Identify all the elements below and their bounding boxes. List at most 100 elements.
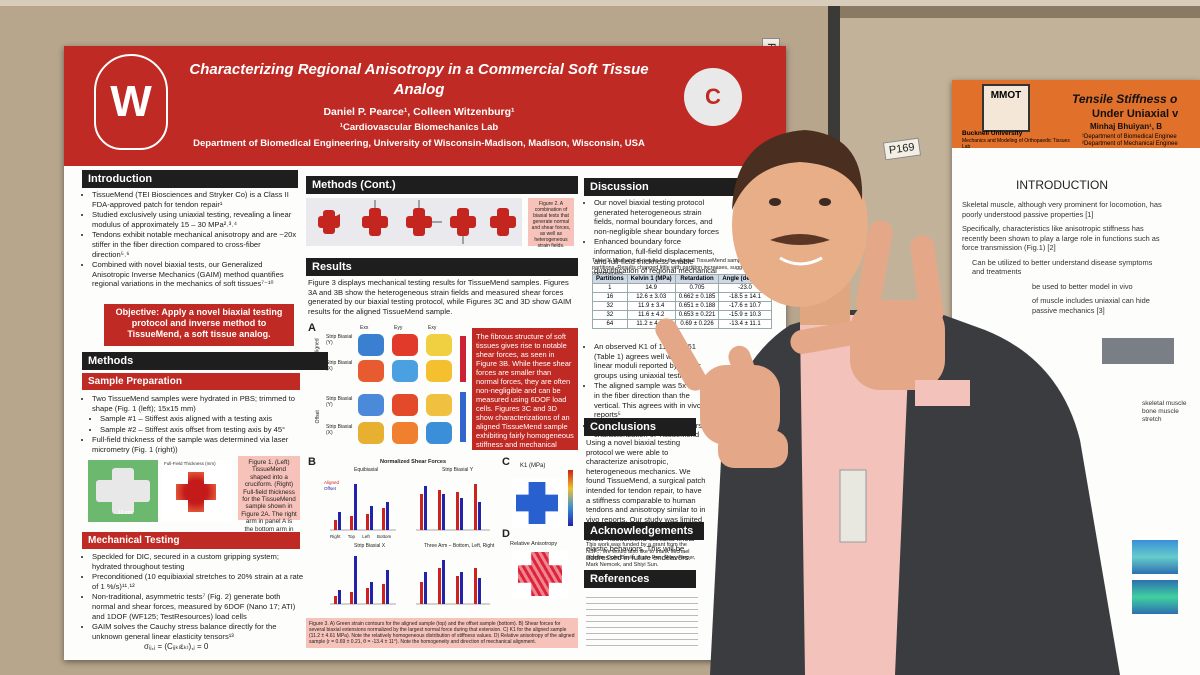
- chart-label: Equibiaxial: [354, 467, 379, 473]
- mech-bullet: Preconditioned (10 equibiaxial stretches…: [92, 572, 304, 591]
- bar-chart-three-arm: [416, 560, 490, 605]
- ceiling-strip: [0, 0, 1200, 6]
- references-text-block: [586, 592, 698, 648]
- sample-prep-bullet: Two TissueMend samples were hydrated in …: [92, 394, 302, 413]
- sample-prep-list: Two TissueMend samples were hydrated in …: [82, 394, 302, 456]
- poster-department: Department of Biomedical Engineering, Un…: [193, 138, 645, 149]
- thickness-map: Full-Field Thickness (mm): [162, 460, 232, 522]
- strain-row-label: Strip Biaxial (X): [326, 424, 353, 436]
- mech-bullet: GAIM solves the Cauchy stress balance di…: [92, 622, 304, 641]
- k1-label: K1 (MPa): [520, 463, 546, 469]
- side-figure-top: [1132, 540, 1178, 574]
- side-caption: skeletal muscle bone muscle stretch: [1142, 400, 1192, 424]
- strain-row-label: Strip Biaxial (X): [326, 360, 353, 372]
- mech-bullet: Non-traditional, asymmetric tests⁷ (Fig.…: [92, 592, 304, 621]
- side-bullet: Skeletal muscle, although very prominent…: [962, 200, 1162, 219]
- discussion-bullet: Our novel biaxial testing protocol gener…: [594, 198, 720, 236]
- main-poster: W Characterizing Regional Anisotropy in …: [64, 46, 786, 660]
- table-cell: 64: [592, 319, 628, 329]
- cruciform-photo: 10 mm: [88, 460, 158, 522]
- discussion-bullet: The aligned sample was 5x stiffer in the…: [594, 381, 710, 419]
- shear-forces-title: Normalized Shear Forces: [380, 459, 447, 465]
- side-bullet: of muscle includes uniaxial can hide pas…: [1032, 296, 1150, 315]
- fig2-test-diagram: [306, 198, 522, 246]
- bar-chart-strip-y: [416, 484, 490, 531]
- side-bullet: Can be utilized to better understand dis…: [972, 257, 1153, 277]
- scale-bar-label: 10 mm: [118, 510, 134, 516]
- k1-map: [512, 478, 564, 528]
- conclusions-heading: Conclusions: [584, 418, 696, 436]
- fig3-caption: Figure 3. A) Green strain contours for t…: [306, 618, 578, 648]
- panel-c-label: C: [502, 456, 510, 468]
- results-heading: Results: [306, 258, 578, 276]
- side-caption-line: stretch: [1142, 416, 1162, 423]
- intro-bullet: Studied exclusively using uniaxial testi…: [92, 210, 300, 229]
- strain-col-label: Exy: [428, 325, 437, 331]
- intro-bullet: Tendons exhibit notable mechanical aniso…: [92, 230, 300, 259]
- acknowledgements-heading: Acknowledgements: [584, 522, 704, 540]
- poster-header: W Characterizing Regional Anisotropy in …: [64, 46, 786, 166]
- strain-col-label: Exx: [360, 325, 369, 331]
- strain-col-label: Eyy: [394, 325, 403, 331]
- results-text: Figure 3 displays mechanical testing res…: [308, 278, 572, 316]
- presenter-hair: [732, 130, 863, 210]
- legend-offset: Offset: [324, 486, 336, 491]
- intro-bullet: Combined with novel biaxial tests, our G…: [92, 260, 300, 289]
- chart-label: Three Arm – Bottom, Left, Right: [424, 543, 495, 549]
- panel-b-label: B: [308, 456, 316, 468]
- acknowledgements-text: This work was funded by a grant from the…: [586, 542, 696, 568]
- panel-d-label: D: [502, 528, 510, 540]
- heart-logo-icon: C: [684, 68, 742, 126]
- poster-authors: Daniel P. Pearce¹, Colleen Witzenburg¹: [323, 106, 515, 118]
- side-intro-list: Skeletal muscle, although very prominent…: [962, 200, 1162, 315]
- side-poster-author: Minhaj Bhuiyan¹, B: [1090, 122, 1162, 131]
- intro-heading: Introduction: [82, 170, 298, 188]
- anisotropy-label: Relative Anisotropy: [510, 541, 558, 547]
- fig1-caption: Figure 1. (Left) TissueMend shaped into …: [238, 456, 300, 540]
- left-hand-w-sign: [655, 318, 788, 468]
- sample-prep-bullet: Full-field thickness of the sample was d…: [92, 435, 302, 454]
- side-bullet: be used to better model in vivo: [1032, 281, 1133, 291]
- poster-title: Characterizing Regional Anisotropy in a …: [189, 61, 649, 98]
- table-header: Partitions: [592, 274, 628, 284]
- bar-chart-equibiaxial: [330, 484, 396, 531]
- chart-label: Strip Biaxial Y: [442, 467, 474, 473]
- presenter-person: [655, 130, 1120, 675]
- uw-crest-logo: W: [94, 54, 168, 150]
- mechanical-testing-heading: Mechanical Testing: [82, 532, 300, 549]
- fig2-caption: Figure 2. A combination of biaxial tests…: [528, 198, 574, 249]
- side-poster-title: Tensile Stiffness o: [1072, 92, 1178, 106]
- muscle-image: [1102, 338, 1174, 364]
- poster-lab: ¹Cardiovascular Biomechanics Lab: [339, 122, 499, 133]
- side-university: Bucknell University: [962, 130, 1023, 137]
- bar-category: Bottom: [377, 534, 392, 539]
- side-dept-2: ²Department of Mechanical Enginee: [1082, 141, 1178, 147]
- table-cell: 32: [592, 301, 628, 311]
- intro-bullet: TissueMend (TEI Biosciences and Stryker …: [92, 190, 300, 209]
- group-aligned-label: Aligned: [314, 338, 321, 356]
- thickness-label: Full-Field Thickness (mm): [164, 461, 216, 466]
- k1-colorbar: [568, 470, 573, 526]
- chart-label: Strip Biaxial X: [354, 543, 386, 549]
- intro-list: TissueMend (TEI Biosciences and Stryker …: [82, 190, 300, 290]
- strain-contour-grid: [358, 334, 466, 444]
- sample-prep-bullet: Sample #2 – Stiffest axis offset from te…: [100, 425, 302, 435]
- results-table: Partitions Kelvin 1 (MPa) Retardation An…: [592, 274, 772, 329]
- bar-category: Left: [362, 534, 370, 539]
- legend-aligned: Aligned: [324, 480, 340, 485]
- side-bullet: Specifically, characteristics like aniso…: [962, 224, 1160, 252]
- table-cell: -13.4 ± 11.1: [718, 319, 772, 329]
- strain-row-label: Strip Biaxial (Y): [326, 334, 353, 346]
- mech-testing-list: Speckled for DIC, secured in a custom gr…: [82, 552, 304, 642]
- mmot-logo: MMOT: [982, 84, 1030, 132]
- table-cell: 32: [592, 310, 628, 320]
- biaxial-tests-diagram: [318, 200, 516, 244]
- discussion-bullet: An observed K1 of 11.2 ± 4.61 (Table 1) …: [594, 342, 710, 380]
- table-cell: 16: [592, 292, 628, 302]
- side-lab: Mechanics and Modeling of Orthopaedic Ti…: [962, 138, 1070, 150]
- methods-cont-heading: Methods (Cont.): [306, 176, 578, 194]
- mech-bullet: Speckled for DIC, secured in a custom gr…: [92, 552, 304, 571]
- bar-category: Right: [330, 534, 341, 539]
- presenter-face: [732, 143, 868, 307]
- bar-chart-strip-x: [330, 556, 396, 605]
